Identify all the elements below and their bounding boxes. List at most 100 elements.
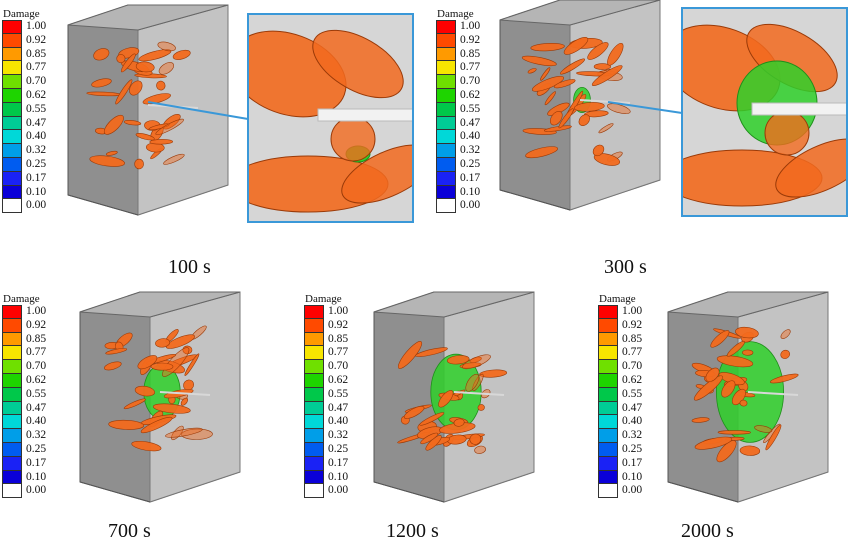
fracture-disc (152, 403, 191, 414)
legend-entry: 0.32 (598, 429, 642, 443)
legend-value: 0.62 (26, 88, 47, 101)
legend-value: 0.55 (26, 387, 47, 400)
legend-swatch (2, 442, 22, 457)
legend-entry: 0.25 (2, 157, 46, 172)
fracture-disc (735, 326, 759, 339)
fracture-disc (780, 349, 790, 359)
fracture-disc (135, 132, 155, 141)
legend-swatch (436, 102, 456, 117)
legend-value: 0.62 (328, 373, 349, 386)
fracture-disc (115, 79, 133, 105)
fracture-disc (544, 91, 556, 106)
legend-entry: 0.55 (598, 387, 642, 402)
legend-entry: 1.00 (304, 305, 348, 319)
legend-swatch (304, 305, 324, 319)
block-edge (499, 189, 571, 211)
wellbore (579, 99, 631, 104)
fracture-disc (89, 155, 125, 167)
legend-swatch (304, 484, 324, 499)
legend-entry: 0.47 (2, 401, 46, 416)
legend-swatch (598, 415, 618, 430)
legend-entry: 0.32 (304, 429, 348, 443)
legend-entry: 0.00 (2, 484, 46, 499)
legend-swatch (2, 415, 22, 430)
legend-value: 0.92 (328, 318, 349, 331)
legend-swatch (2, 318, 22, 333)
legend-swatch (598, 442, 618, 457)
legend-value: 0.17 (622, 456, 643, 469)
block-top-face (499, 0, 661, 26)
legend-swatch (2, 360, 22, 374)
legend-value: 0.77 (622, 346, 643, 359)
zoom-inset-300s (607, 7, 848, 217)
legend-entry: 0.32 (436, 144, 480, 158)
legend-value: 0.62 (26, 373, 47, 386)
legend-entry: 0.47 (2, 116, 46, 131)
legend-value: 1.00 (26, 20, 47, 32)
legend-swatch (2, 470, 22, 485)
fracture-disc (543, 125, 572, 132)
fracture-disc (721, 380, 736, 398)
legend-entry: 0.40 (436, 130, 480, 145)
legend-swatch (598, 373, 618, 388)
fracture-disc (158, 62, 175, 75)
legend-swatch (2, 157, 22, 172)
legend-swatch (2, 373, 22, 388)
legend-entry: 0.25 (2, 442, 47, 457)
legend-swatch (598, 484, 618, 499)
fracture-disc (693, 375, 723, 401)
legend-entry: 0.92 (304, 318, 349, 333)
legend-swatch (304, 332, 324, 347)
legend-swatch (2, 484, 22, 499)
legend-entry: 0.40 (598, 415, 642, 430)
fracture-disc (120, 53, 136, 73)
fracture-disc (165, 334, 195, 349)
legend-swatch (598, 332, 618, 347)
legend-entry: 1.00 (2, 305, 46, 319)
legend-value: 0.92 (622, 318, 643, 331)
legend-entry: 0.00 (2, 199, 46, 214)
legend-value: 0.62 (460, 88, 481, 101)
legend-swatch (304, 456, 324, 471)
legend-swatch (598, 305, 618, 319)
legend-swatch (2, 456, 22, 471)
legend-swatch (436, 75, 456, 89)
legend-entry: 0.17 (598, 456, 643, 471)
legend-entry: 0.00 (304, 484, 349, 499)
fracture-disc (469, 433, 482, 445)
fracture-disc (691, 417, 710, 423)
legend-swatch (598, 401, 618, 416)
legend-swatch (2, 305, 22, 319)
legend-value: 0.25 (26, 442, 47, 455)
caption-700s: 700 s (108, 520, 151, 542)
legend-swatch (436, 130, 456, 145)
fracture-disc (341, 144, 413, 204)
damage-legend-1200s: Damage 1.00 0.92 0.85 0.77 0.70 0.62 0.55 0.47 0… (304, 293, 349, 499)
fracture-disc (527, 68, 537, 74)
fracture-disc (462, 354, 491, 370)
legend-swatch (2, 130, 22, 145)
legend-value: 0.70 (622, 360, 643, 373)
legend-swatch (2, 20, 22, 34)
legend-swatch (2, 387, 22, 402)
legend-value: 0.00 (460, 199, 481, 212)
legend-value: 0.55 (328, 387, 349, 400)
fracture-disc (419, 412, 445, 426)
fracture-disc (181, 428, 213, 440)
legend-value: 0.00 (328, 484, 349, 497)
legend-entry: 0.10 (598, 470, 642, 485)
legend-value: 0.40 (26, 130, 47, 143)
fracture-disc (116, 54, 126, 64)
legend-swatch (304, 415, 324, 430)
fracture-disc (149, 139, 173, 145)
legend-entry: 0.47 (304, 401, 348, 416)
caption-2000s: 2000 s (681, 520, 734, 542)
legend-entry: 0.55 (2, 102, 46, 117)
legend-entry: 0.40 (2, 130, 47, 145)
fracture-disc (172, 49, 191, 60)
legend-value: 0.17 (328, 456, 349, 469)
zoom-content (682, 8, 847, 216)
fracture-disc (465, 373, 480, 392)
legend-swatch (2, 88, 22, 103)
wellbore (747, 391, 799, 396)
